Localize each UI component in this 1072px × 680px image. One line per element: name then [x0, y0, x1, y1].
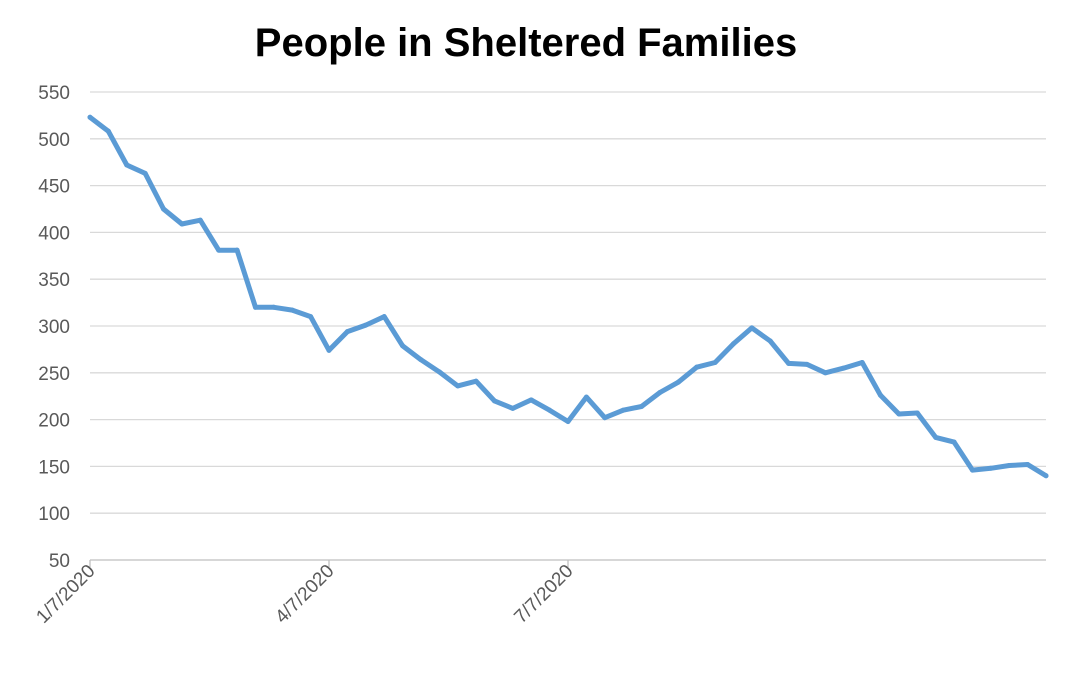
data-point	[988, 465, 994, 471]
y-tick-label: 150	[38, 457, 70, 478]
data-point	[620, 407, 626, 413]
data-point	[933, 434, 939, 440]
data-point	[1006, 462, 1012, 468]
data-point	[657, 389, 663, 395]
data-point	[252, 304, 258, 310]
data-point	[602, 415, 608, 421]
data-point	[767, 338, 773, 344]
data-point	[87, 114, 93, 120]
y-tick-label: 300	[38, 317, 70, 338]
data-point	[491, 398, 497, 404]
data-point	[841, 365, 847, 371]
y-tick-label: 550	[38, 83, 70, 104]
data-point	[694, 364, 700, 370]
data-point	[804, 361, 810, 367]
y-tick-label: 250	[38, 364, 70, 385]
data-point	[308, 314, 314, 320]
data-point	[142, 170, 148, 176]
data-point	[896, 411, 902, 417]
data-point	[528, 397, 534, 403]
y-tick-label: 100	[38, 504, 70, 525]
x-axis	[89, 559, 1046, 567]
data-point	[473, 378, 479, 384]
data-point	[749, 325, 755, 331]
data-point	[216, 247, 222, 253]
data-point	[455, 383, 461, 389]
data-point	[289, 307, 295, 313]
data-point	[234, 247, 240, 253]
data-point	[105, 128, 111, 134]
y-tick-label: 500	[38, 130, 70, 151]
data-point	[161, 206, 167, 212]
data-point	[859, 360, 865, 366]
chart-title: People in Sheltered Families	[255, 21, 797, 65]
data-point	[583, 394, 589, 400]
data-point	[565, 418, 571, 424]
x-tick-label: 7/7/2020	[510, 561, 577, 628]
data-point	[730, 341, 736, 347]
data-point	[786, 360, 792, 366]
data-point	[878, 392, 884, 398]
data-point	[124, 162, 130, 168]
data-point	[179, 221, 185, 227]
y-tick-label: 400	[38, 223, 70, 244]
data-point	[1025, 462, 1031, 468]
data-point	[326, 347, 332, 353]
data-point	[381, 314, 387, 320]
y-tick-label: 200	[38, 411, 70, 432]
data-point	[271, 304, 277, 310]
data-point	[400, 343, 406, 349]
x-tick-label: 4/7/2020	[271, 561, 338, 628]
series-group	[87, 114, 1049, 479]
data-point	[1043, 473, 1049, 479]
x-axis-tick-labels: 1/7/2020 4/7/2020 7/7/2020	[32, 561, 577, 628]
data-point	[363, 322, 369, 328]
data-point	[344, 329, 350, 335]
data-point	[547, 407, 553, 413]
data-point	[914, 410, 920, 416]
y-axis-tick-labels: 50 100 150 200 250 300 350 400 450 500 550	[38, 83, 70, 572]
data-point	[822, 370, 828, 376]
data-point	[197, 217, 203, 223]
y-tick-label: 350	[38, 270, 70, 291]
gridlines	[90, 91, 1046, 514]
y-tick-label: 450	[38, 177, 70, 198]
data-point	[969, 467, 975, 473]
data-point	[675, 379, 681, 385]
data-point	[712, 360, 718, 366]
y-tick-label: 50	[49, 551, 70, 572]
data-point	[639, 403, 645, 409]
data-point	[436, 369, 442, 375]
data-point	[510, 405, 516, 411]
data-point	[951, 439, 957, 445]
data-point	[418, 357, 424, 363]
